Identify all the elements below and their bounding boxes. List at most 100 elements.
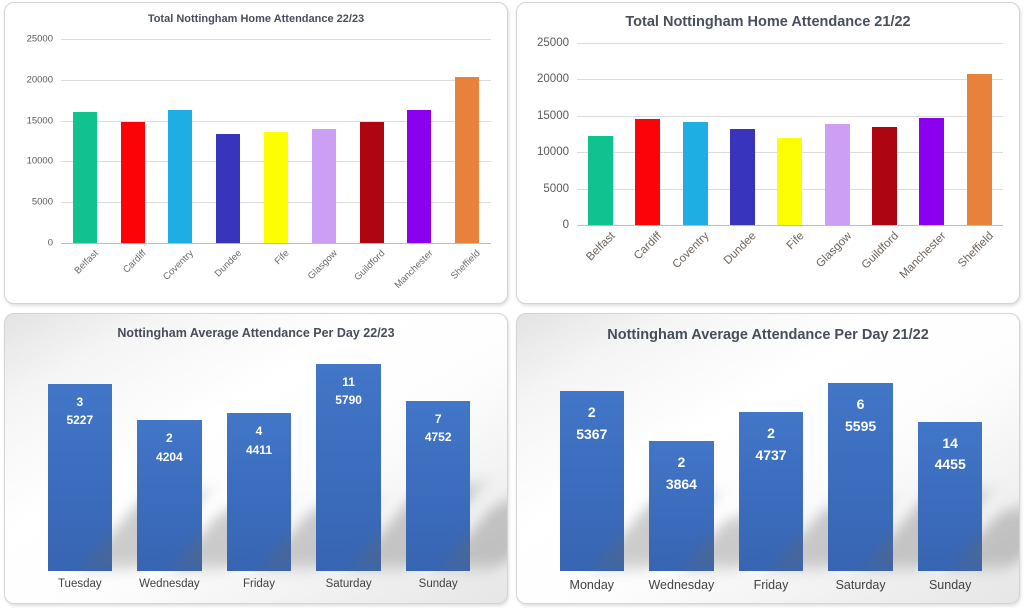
x-axis-tick-label: Coventry bbox=[670, 230, 712, 272]
bar-data-label: 3 5227 bbox=[48, 393, 113, 430]
bar-slot bbox=[814, 43, 861, 225]
bar-value-label: 4737 bbox=[755, 446, 787, 463]
x-axis-tick-label: Monday bbox=[569, 578, 615, 592]
bar-dundee[interactable] bbox=[730, 128, 756, 225]
x-axis-label-cell: Monday bbox=[547, 571, 637, 601]
bar-friday[interactable]: 2 4737 bbox=[738, 412, 804, 571]
bar-value-label: 5227 bbox=[66, 413, 94, 428]
bar-count-label: 2 bbox=[767, 425, 775, 442]
bar-slot bbox=[157, 39, 205, 243]
gridline bbox=[61, 120, 491, 122]
bar-wednesday[interactable]: 2 3864 bbox=[649, 441, 714, 571]
bar-slot bbox=[719, 43, 766, 225]
bar-glasgow[interactable] bbox=[311, 128, 336, 243]
x-axis-labels: Belfast Cardiff Coventry Dundee Fife Glasgow G… bbox=[577, 225, 1003, 299]
x-axis-label-cell: Sunday bbox=[393, 571, 483, 601]
plot-area: 0 5000 10000 15000 20000 25000 bbox=[27, 34, 491, 249]
y-axis-tick-label: 5000 bbox=[543, 182, 569, 195]
x-axis-label-cell: Friday bbox=[726, 571, 816, 601]
bar-slot bbox=[624, 43, 671, 225]
chart-panel-total-attendance-2223: Total Nottingham Home Attendance 22/23 0… bbox=[4, 2, 508, 304]
x-axis-label-cell: Sunday bbox=[905, 571, 995, 601]
bar-monday[interactable]: 2 5367 bbox=[559, 390, 625, 571]
x-axis-label-cell: Saturday bbox=[816, 571, 906, 601]
y-axis-tick-label: 25000 bbox=[537, 37, 569, 49]
y-axis-tick-label: 5000 bbox=[31, 196, 53, 208]
gridline bbox=[61, 39, 491, 40]
x-axis-tick-label: Wednesday bbox=[139, 578, 200, 590]
bar-slot: 14 4455 bbox=[905, 363, 995, 571]
bar-count-label: 2 bbox=[166, 431, 173, 446]
bar-saturday[interactable]: 6 5595 bbox=[828, 383, 893, 571]
bar-slot bbox=[443, 39, 491, 243]
bar-saturday[interactable]: 11 5790 bbox=[316, 363, 381, 571]
bar-value-label: 4411 bbox=[245, 442, 272, 457]
bar-slot bbox=[956, 43, 1003, 225]
x-axis-label-cell: Cardiff bbox=[109, 243, 157, 299]
x-axis-tick-label: Guildford bbox=[859, 230, 902, 272]
x-axis-label-cell: Wednesday bbox=[125, 571, 215, 601]
bar-sunday[interactable]: 7 4752 bbox=[405, 400, 471, 571]
x-axis-tick-label: Saturday bbox=[835, 578, 886, 592]
bar-slot bbox=[252, 39, 300, 243]
x-axis-label-cell: Belfast bbox=[61, 243, 109, 299]
bar-belfast[interactable] bbox=[72, 112, 97, 243]
x-axis-label-cell: Dundee bbox=[719, 225, 766, 299]
bar-friday[interactable]: 4 4411 bbox=[226, 412, 292, 571]
bar-data-label: 2 4737 bbox=[739, 423, 804, 466]
bar-count-label: 3 bbox=[76, 394, 84, 409]
bar-slot bbox=[577, 43, 624, 225]
bar-coventry[interactable] bbox=[168, 110, 193, 243]
bar-sheffield[interactable] bbox=[455, 77, 480, 243]
bar-guildford[interactable] bbox=[872, 127, 898, 225]
x-axis-label-cell: Manchester bbox=[392, 243, 443, 299]
bar-guildford[interactable] bbox=[359, 122, 384, 243]
bar-value-label: 3864 bbox=[665, 476, 697, 493]
bar-cardiff[interactable] bbox=[635, 119, 661, 225]
bar-cardiff[interactable] bbox=[120, 122, 145, 243]
bar-sheffield[interactable] bbox=[966, 73, 992, 225]
bar-count-label: 2 bbox=[587, 403, 596, 420]
bar-manchester[interactable] bbox=[407, 110, 432, 243]
bar-slot bbox=[61, 39, 109, 243]
bar-manchester[interactable] bbox=[919, 117, 945, 225]
x-axis-label-cell: Wednesday bbox=[637, 571, 727, 601]
bar-slot bbox=[908, 43, 955, 225]
bar-count-label: 2 bbox=[677, 454, 686, 471]
bar-belfast[interactable] bbox=[588, 136, 614, 225]
x-axis-tick-label: Belfast bbox=[583, 230, 618, 264]
bar-tuesday[interactable]: 3 5227 bbox=[47, 383, 113, 571]
gridline bbox=[61, 243, 491, 244]
x-axis-tick-label: Sheffield bbox=[955, 230, 996, 270]
x-axis-tick-label: Dundee bbox=[722, 230, 760, 267]
bars-row bbox=[577, 43, 1003, 225]
x-axis-label-cell: Coventry bbox=[670, 225, 719, 299]
x-axis-labels: Belfast Cardiff Coventry Dundee Fife Glasgow G… bbox=[61, 243, 491, 299]
y-axis-tick-label: 0 bbox=[562, 219, 569, 231]
chart-title: Nottingham Average Attendance Per Day 22… bbox=[117, 326, 395, 340]
bar-fife[interactable] bbox=[264, 132, 289, 243]
gridline bbox=[577, 225, 1003, 226]
x-axis-label-cell: Dundee bbox=[204, 243, 252, 299]
bar-dundee[interactable] bbox=[216, 134, 241, 243]
bar-slot bbox=[861, 43, 908, 225]
x-axis-label-cell: Glasgow bbox=[300, 243, 348, 299]
bars-row bbox=[61, 39, 491, 243]
bar-data-label: 2 5367 bbox=[560, 402, 625, 445]
bar-data-label: 11 5790 bbox=[316, 373, 381, 410]
x-axis-label-cell: Glasgow bbox=[814, 225, 861, 299]
bar-glasgow[interactable] bbox=[824, 123, 850, 225]
bar-value-label: 5595 bbox=[845, 417, 877, 434]
bar-fife[interactable] bbox=[777, 138, 803, 225]
bar-wednesday[interactable]: 2 4204 bbox=[137, 420, 202, 571]
bar-data-label: 2 4204 bbox=[137, 429, 202, 466]
bar-sunday[interactable]: 14 4455 bbox=[917, 421, 983, 571]
bar-count-label: 4 bbox=[255, 423, 263, 438]
bar-slot: 2 5367 bbox=[547, 363, 637, 571]
x-axis-labels: Monday Wednesday Friday Saturday Sunday bbox=[547, 571, 995, 601]
bar-slot bbox=[348, 39, 396, 243]
x-axis-label-cell: Belfast bbox=[577, 225, 624, 299]
x-axis-tick-label: Sunday bbox=[418, 578, 458, 590]
bar-coventry[interactable] bbox=[682, 122, 708, 225]
bar-value-label: 4204 bbox=[156, 449, 183, 464]
